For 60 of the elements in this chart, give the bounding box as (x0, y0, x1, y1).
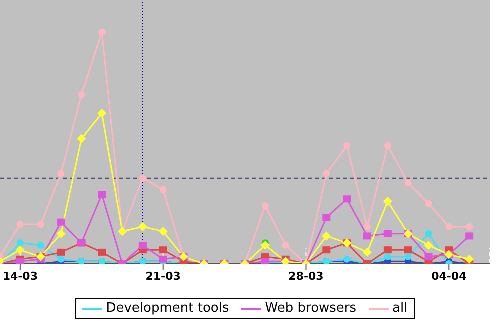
legend-label: all (392, 301, 408, 316)
point (322, 246, 331, 254)
point (77, 134, 86, 144)
point (98, 28, 106, 36)
point (383, 196, 392, 206)
point (282, 242, 290, 249)
point (424, 240, 434, 250)
point (158, 227, 168, 236)
point (404, 254, 412, 261)
point (364, 232, 372, 240)
point (466, 232, 474, 240)
point (78, 91, 86, 98)
point (404, 179, 412, 186)
point (37, 242, 44, 249)
point (16, 246, 25, 255)
legend-label: Development tools (106, 301, 230, 316)
point (384, 246, 392, 254)
point (466, 223, 474, 230)
point (343, 196, 352, 203)
point (139, 174, 146, 182)
point (363, 248, 372, 257)
x-tick-label: 04-04 (432, 270, 468, 283)
point (16, 221, 24, 228)
point (323, 170, 330, 178)
point (159, 256, 168, 263)
point (57, 218, 66, 226)
point (425, 200, 432, 208)
point (98, 191, 106, 198)
x-tick-label: 28-03 (288, 270, 324, 283)
point (160, 186, 167, 194)
point (37, 221, 44, 228)
point (159, 246, 168, 254)
point (16, 240, 24, 247)
point (260, 240, 270, 250)
point (384, 230, 392, 238)
point (465, 254, 474, 264)
point (384, 142, 392, 150)
point (322, 232, 332, 241)
point (424, 254, 433, 261)
point (58, 256, 65, 263)
point (344, 256, 351, 263)
point (58, 170, 65, 178)
point (322, 214, 331, 222)
point (138, 222, 148, 232)
x-tick-label: 21-03 (146, 270, 181, 283)
point (138, 242, 147, 249)
point (57, 248, 66, 256)
point (98, 108, 107, 118)
legend-label: Web browsers (265, 301, 357, 316)
point (384, 254, 392, 261)
point (16, 258, 24, 264)
x-tick-label: 14-03 (2, 270, 38, 283)
point (262, 202, 269, 210)
point (446, 223, 453, 230)
point (56, 229, 66, 238)
point (364, 223, 371, 230)
point (404, 246, 412, 254)
point (425, 230, 432, 238)
point (344, 142, 351, 150)
point (98, 248, 106, 256)
